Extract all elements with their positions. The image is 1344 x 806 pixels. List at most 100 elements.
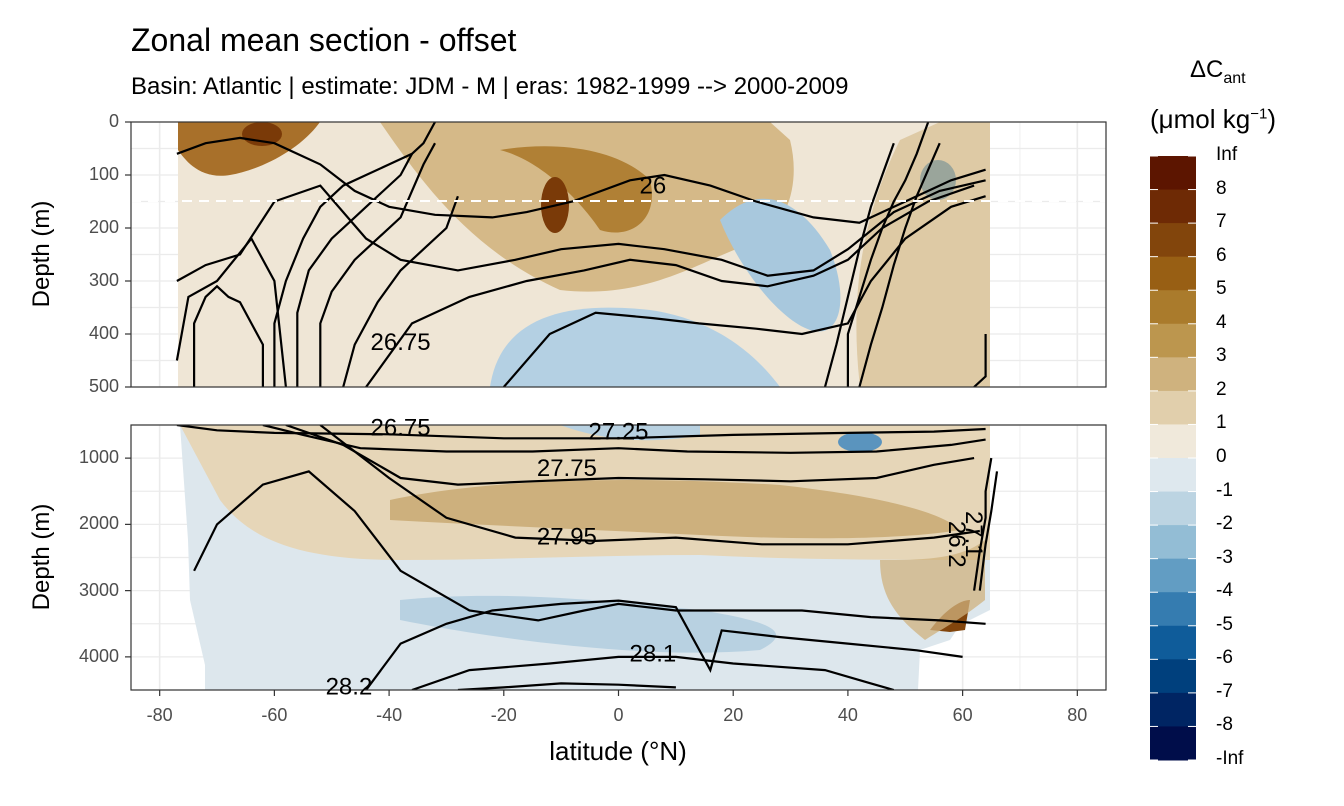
legend-units: (μmol kg−1) bbox=[1150, 104, 1276, 135]
contour-label: 27.25 bbox=[588, 419, 648, 446]
density-contour-line bbox=[457, 682, 676, 690]
y-tick-label: 1000 bbox=[78, 447, 119, 468]
upper-south-warm bbox=[178, 122, 320, 176]
density-contour-line bbox=[858, 142, 941, 387]
legend-level-label: 1 bbox=[1216, 412, 1227, 434]
legend-level-label: -1 bbox=[1216, 479, 1233, 501]
legend-title-symbol: ΔC bbox=[1190, 56, 1224, 83]
chart-subtitle: Basin: Atlantic | estimate: JDM - M | er… bbox=[131, 73, 849, 100]
density-contour-line bbox=[973, 457, 993, 591]
colorbar-swatch bbox=[1150, 156, 1196, 191]
legend-level-label: -7 bbox=[1216, 680, 1233, 702]
x-tick-label: 40 bbox=[837, 705, 858, 725]
x-axis-label: latitude (°N) bbox=[549, 736, 687, 766]
legend-level-label: 4 bbox=[1216, 311, 1227, 333]
legend-title: ΔCant bbox=[1190, 56, 1246, 88]
upper-north-warm bbox=[856, 122, 990, 387]
legend-level-label: -2 bbox=[1216, 513, 1233, 535]
legend-level-label: 6 bbox=[1216, 244, 1227, 266]
colorbar-swatch bbox=[1150, 659, 1196, 694]
density-contour-line bbox=[342, 195, 459, 387]
contour-label: 27.95 bbox=[537, 523, 597, 550]
colorbar-swatch bbox=[1150, 458, 1196, 493]
colorbar-swatch bbox=[1150, 525, 1196, 560]
y-axis-label-lower: Depth (m) bbox=[28, 503, 55, 611]
colorbar-swatch bbox=[1150, 558, 1196, 593]
contour-label: 27.75 bbox=[537, 455, 597, 482]
density-contour-line bbox=[823, 142, 895, 387]
legend-level-label: -Inf bbox=[1216, 748, 1244, 769]
legend-level-label: -3 bbox=[1216, 546, 1233, 568]
legend-level-label: 2 bbox=[1216, 378, 1227, 400]
y-tick-label: 0 bbox=[108, 111, 119, 131]
legend-level-label: 3 bbox=[1216, 345, 1227, 367]
colorbar-swatch bbox=[1150, 692, 1196, 727]
contour-label: 27.1 bbox=[960, 511, 987, 558]
y-tick-label: 400 bbox=[88, 323, 119, 343]
density-contour-line bbox=[175, 236, 287, 387]
legend-units-text: (μmol kg bbox=[1150, 104, 1251, 134]
legend-level-label: 0 bbox=[1216, 446, 1227, 467]
density-contour-line bbox=[973, 334, 987, 387]
density-contour-line bbox=[502, 195, 986, 387]
upper-panel-field bbox=[131, 122, 1106, 387]
x-tick-label: 80 bbox=[1067, 705, 1088, 725]
contour-label: 28.2 bbox=[326, 674, 373, 701]
upper-cool-north bbox=[720, 198, 841, 332]
legend-units-exponent: −1 bbox=[1250, 105, 1268, 123]
chart-title: Zonal mean section - offset bbox=[131, 22, 517, 58]
colorbar-swatch bbox=[1150, 223, 1196, 258]
y-tick-label: 4000 bbox=[78, 645, 119, 666]
upper-panel-border bbox=[130, 121, 1107, 388]
colorbar-swatch bbox=[1150, 357, 1196, 392]
density-contour-line bbox=[365, 599, 963, 690]
y-tick-label: 3000 bbox=[78, 579, 119, 600]
colorbar-swatch bbox=[1150, 726, 1196, 761]
y-tick-label: 2000 bbox=[78, 513, 119, 534]
density-contour-line bbox=[319, 425, 980, 546]
density-contour-line bbox=[846, 122, 930, 387]
upper-warm-core bbox=[500, 146, 652, 233]
lower-cool-blob bbox=[838, 432, 882, 452]
colorbar-swatch bbox=[1150, 625, 1196, 660]
legend-level-label: 5 bbox=[1216, 278, 1227, 300]
colorbar bbox=[1150, 155, 1196, 761]
lower-warm-core bbox=[390, 480, 960, 539]
density-contour-line bbox=[319, 142, 436, 387]
legend-level-label: 7 bbox=[1216, 211, 1227, 233]
density-contour-line bbox=[285, 425, 975, 486]
colorbar-swatch bbox=[1150, 491, 1196, 526]
contour-label: 26.2 bbox=[943, 521, 970, 568]
colorbar-swatch bbox=[1150, 189, 1196, 224]
density-contour-line bbox=[193, 470, 986, 625]
y-tick-label: 100 bbox=[88, 164, 119, 184]
x-tick-label: -20 bbox=[490, 705, 517, 725]
contour-label: 28.1 bbox=[630, 641, 677, 668]
lower-panel-field bbox=[176, 425, 999, 690]
density-contour-line bbox=[273, 122, 436, 387]
density-contour-line bbox=[176, 425, 986, 440]
density-contour-line bbox=[411, 655, 895, 690]
contour-label: 26 bbox=[640, 173, 667, 200]
legend-level-label: -8 bbox=[1216, 714, 1233, 736]
colorbar-swatch bbox=[1150, 390, 1196, 425]
colorbar-swatch bbox=[1150, 323, 1196, 358]
y-axis-label-upper: Depth (m) bbox=[28, 200, 55, 308]
density-contour-line bbox=[296, 153, 413, 387]
legend-level-label: Inf bbox=[1216, 144, 1238, 165]
legend-title-subscript: ant bbox=[1223, 69, 1246, 87]
y-tick-label: 200 bbox=[88, 217, 119, 237]
legend-level-label: -5 bbox=[1216, 613, 1233, 635]
legend-units-close: ) bbox=[1267, 104, 1276, 134]
density-contour-line bbox=[365, 184, 975, 387]
legend-level-label: -4 bbox=[1216, 580, 1233, 602]
x-tick-label: -40 bbox=[376, 705, 403, 725]
colorbar-swatch bbox=[1150, 256, 1196, 291]
legend-level-label: 8 bbox=[1216, 177, 1227, 199]
colorbar-swatch bbox=[1150, 424, 1196, 459]
x-tick-label: 20 bbox=[723, 705, 744, 725]
colorbar-swatch bbox=[1150, 592, 1196, 627]
y-tick-label: 500 bbox=[88, 376, 119, 396]
